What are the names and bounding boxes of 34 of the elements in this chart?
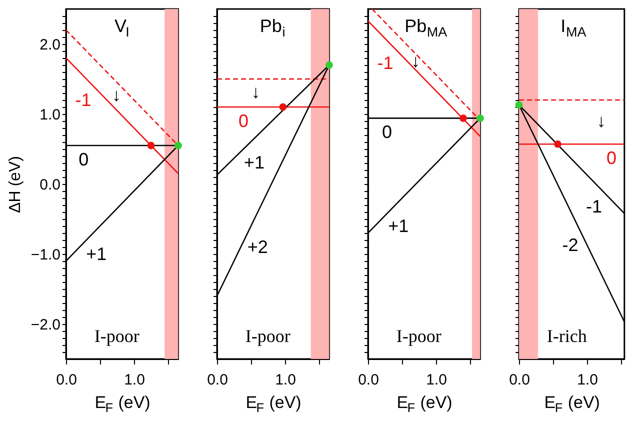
x-tick-label: 1.0 — [577, 372, 598, 388]
annotation: -1 — [377, 52, 394, 73]
y-tick-label: −2.0 — [30, 316, 60, 334]
x-tick-label: 1.0 — [426, 372, 447, 388]
annotation: -1 — [586, 196, 602, 216]
annotation: I-rich — [546, 326, 587, 346]
y-tick-label: −1.0 — [30, 246, 60, 264]
annotation: +1 — [244, 152, 264, 172]
y-tick-label: 2.0 — [40, 36, 60, 54]
annotation: I-poor — [396, 326, 442, 346]
y-axis-title: ΔH (eV) — [6, 156, 24, 213]
annotation: ↓ — [596, 111, 606, 132]
annotation: ↓ — [251, 82, 260, 102]
x-tick-label: 0.0 — [358, 372, 379, 388]
annotation: 0 — [606, 148, 616, 168]
annotation: ↓ — [411, 50, 420, 71]
annotation: 0 — [382, 122, 392, 142]
x-tick-label: 0.0 — [207, 372, 228, 388]
annotation: I-poor — [94, 326, 140, 346]
annotation: -2 — [562, 234, 578, 255]
x-tick-label: 0.0 — [509, 372, 530, 388]
annotation: 0 — [78, 150, 89, 170]
annotation: ↓ — [112, 84, 121, 105]
x-tick-label: 1.0 — [124, 372, 145, 388]
annotation: +1 — [388, 216, 409, 236]
x-tick-label: 0.0 — [56, 372, 77, 388]
annotation: +1 — [86, 244, 107, 264]
annotation: I-poor — [245, 326, 290, 346]
annotation: +2 — [247, 237, 268, 257]
annotation: 0 — [238, 111, 249, 131]
y-tick-label: 0.0 — [40, 176, 60, 194]
x-tick-label: 1.0 — [275, 372, 296, 388]
y-tick-label: 1.0 — [40, 106, 60, 124]
annotation: -1 — [75, 90, 92, 110]
